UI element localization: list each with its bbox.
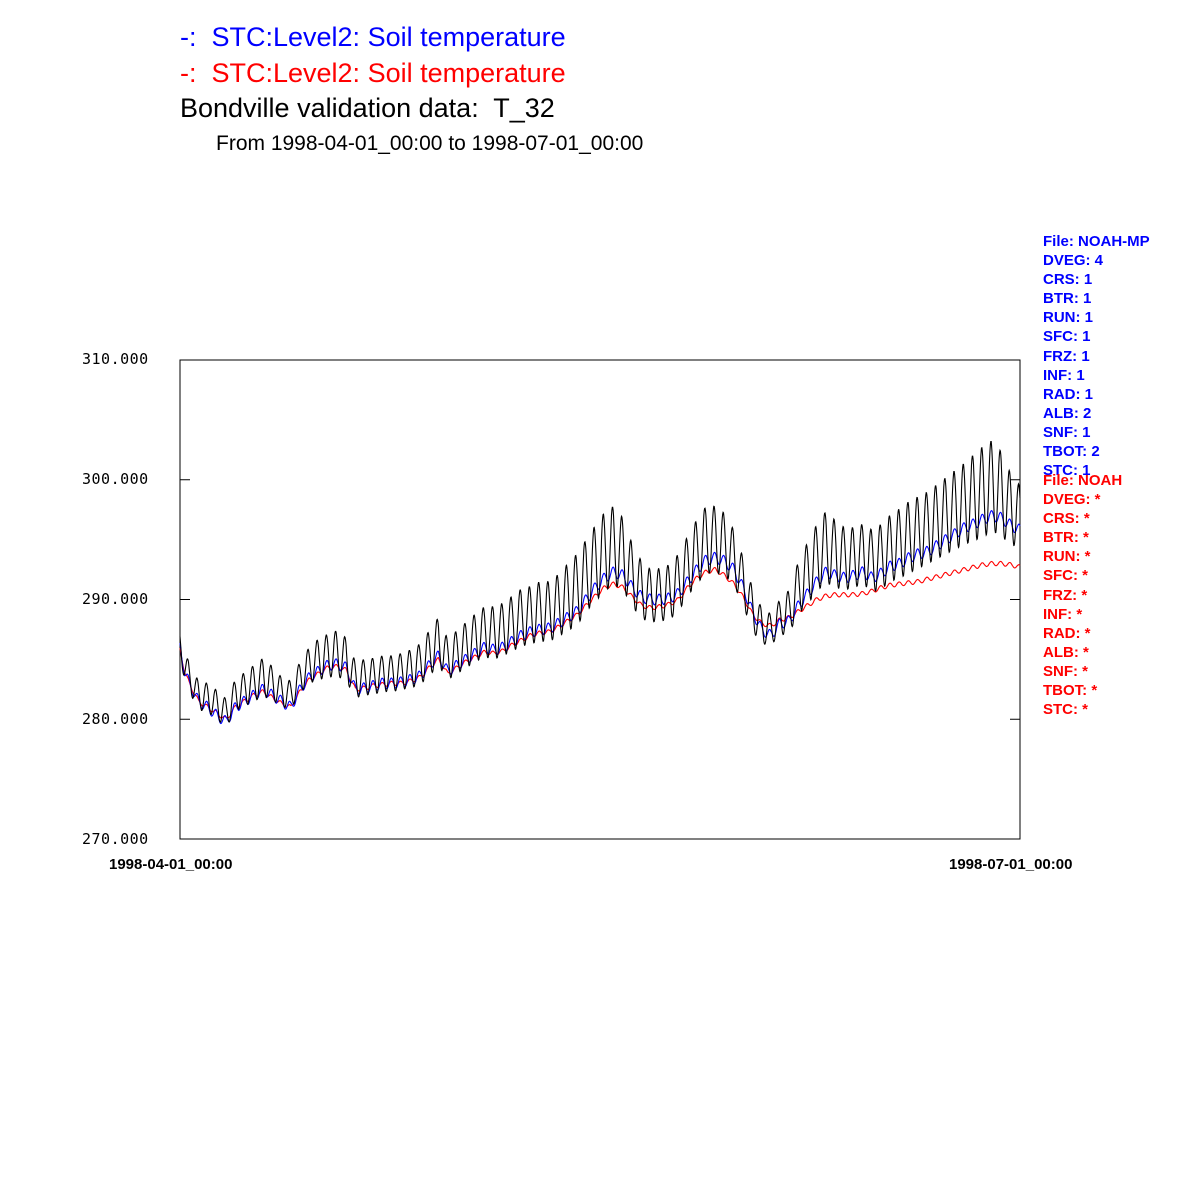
- y-tick-label: 300.000: [82, 470, 149, 488]
- metadata-line: SFC: *: [1043, 567, 1088, 585]
- y-tick-label: 310.000: [82, 350, 149, 368]
- series-line-black: [179, 440, 1021, 723]
- chart-title: Bondville validation data: T_32: [180, 93, 555, 123]
- metadata-line: RUN: *: [1043, 548, 1091, 566]
- metadata-line: File: NOAH-MP: [1043, 233, 1150, 250]
- metadata-line: File: NOAH: [1043, 472, 1123, 489]
- x-tick-label: 1998-07-01_00:00: [949, 856, 1073, 873]
- metadata-line: ALB: 2: [1043, 404, 1092, 422]
- metadata-line: INF: 1: [1043, 366, 1085, 384]
- metadata-line: TBOT: *: [1043, 682, 1098, 700]
- metadata-line: FRZ: 1: [1043, 347, 1090, 365]
- metadata-line: CRS: 1: [1043, 271, 1093, 289]
- legend-entry-red: -: STC:Level2: Soil temperature: [180, 58, 566, 88]
- series-line-blue: [179, 509, 1021, 725]
- metadata-line: RUN: 1: [1043, 309, 1094, 327]
- legend-entry-blue: -: STC:Level2: Soil temperature: [180, 22, 566, 52]
- metadata-line: BTR: *: [1043, 529, 1089, 547]
- metadata-line: INF: *: [1043, 605, 1083, 623]
- metadata-line: STC: *: [1043, 701, 1088, 719]
- metadata-line: STC: 1: [1043, 462, 1091, 480]
- metadata-line: TBOT: 2: [1043, 443, 1100, 461]
- metadata-line: FRZ: *: [1043, 586, 1088, 604]
- chart-subtitle: From 1998-04-01_00:00 to 1998-07-01_00:0…: [216, 132, 644, 155]
- metadata-line: RAD: 1: [1043, 385, 1094, 403]
- run-metadata-noah-mp: File: NOAH-MP DVEG: 4 CRS: 1 BTR: 1 RUN: 1 SF…: [1043, 232, 1150, 480]
- metadata-line: SFC: 1: [1043, 328, 1091, 346]
- plot-frame: [179, 359, 1021, 840]
- metadata-line: CRS: *: [1043, 510, 1090, 528]
- metadata-line: SNF: *: [1043, 662, 1088, 680]
- y-tick-label: 290.000: [82, 590, 149, 608]
- series-lines: [179, 440, 1021, 725]
- axis-ticks: [180, 359, 1020, 840]
- metadata-line: DVEG: *: [1043, 491, 1101, 509]
- series-line-red: [179, 560, 1021, 719]
- y-tick-label: 270.000: [82, 830, 149, 848]
- metadata-line: BTR: 1: [1043, 290, 1092, 308]
- metadata-line: RAD: *: [1043, 624, 1091, 642]
- metadata-line: SNF: 1: [1043, 423, 1091, 441]
- metadata-line: DVEG: 4: [1043, 252, 1104, 270]
- run-metadata-noah: File: NOAH DVEG: * CRS: * BTR: * RUN: * SFC: …: [1043, 471, 1122, 719]
- metadata-line: ALB: *: [1043, 643, 1089, 661]
- x-tick-label: 1998-04-01_00:00: [109, 856, 233, 873]
- y-tick-label: 280.000: [82, 710, 149, 728]
